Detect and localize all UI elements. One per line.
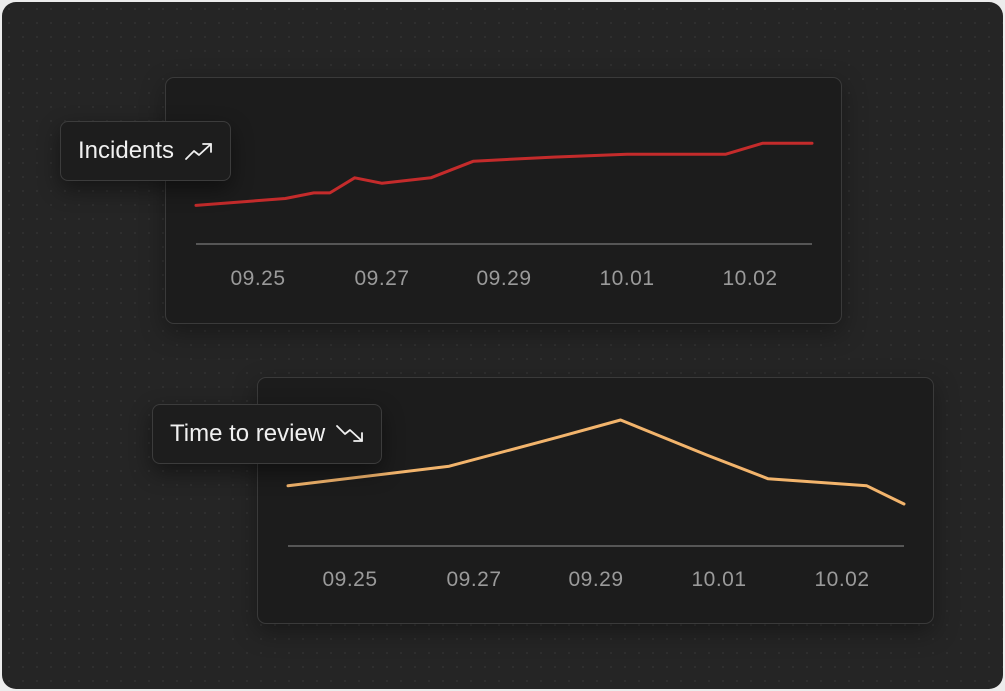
incidents-label-badge: Incidents — [60, 121, 232, 181]
incidents-x-tick-label: 09.29 — [476, 267, 531, 290]
review-x-tick-label: 10.02 — [814, 568, 869, 591]
incidents-x-tick-label: 10.02 — [722, 267, 777, 290]
trending-up-icon — [184, 140, 214, 162]
review-series-line — [286, 418, 906, 506]
review-x-tick-label: 09.27 — [446, 568, 501, 591]
incidents-chart: 09.25 09.27 09.29 10.01 10.02 — [194, 141, 814, 290]
trending-down-icon — [335, 423, 365, 445]
incidents-x-tick-label: 10.01 — [599, 267, 654, 290]
time-to-review-chart: 09.25 09.27 09.29 10.01 10.02 — [286, 418, 906, 591]
incidents-title: Incidents — [78, 137, 175, 164]
review-x-tick-label: 10.01 — [691, 568, 746, 591]
incidents-x-tick-label: 09.27 — [354, 267, 409, 290]
incidents-series-line — [194, 141, 814, 207]
review-x-tick-label: 09.25 — [322, 568, 377, 591]
review-x-tick-label: 09.29 — [568, 568, 623, 591]
time-to-review-label-badge: Time to review — [152, 404, 383, 464]
time-to-review-title: Time to review — [170, 420, 326, 447]
incidents-chart-card: 09.25 09.27 09.29 10.01 10.02 — [165, 77, 842, 324]
incidents-x-tick-label: 09.25 — [230, 267, 285, 290]
